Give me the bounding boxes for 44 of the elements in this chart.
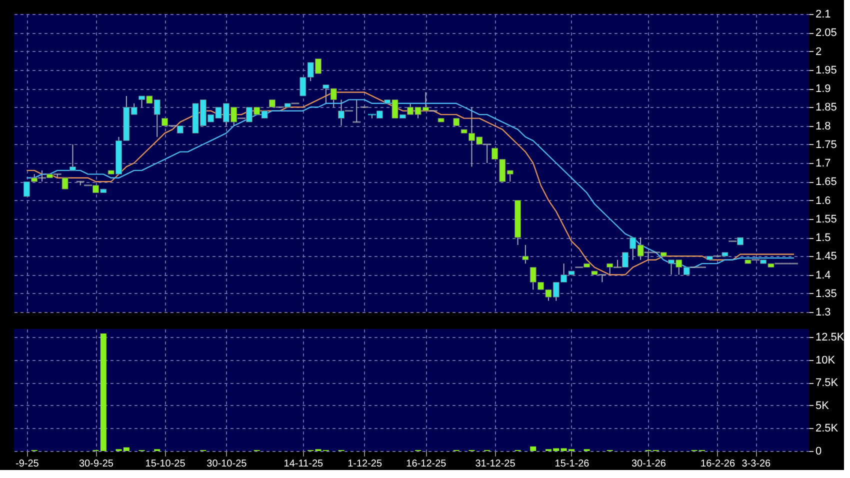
y-tick-label: 1.4	[816, 269, 831, 282]
bar	[100, 334, 106, 451]
y-tick-label: 1.3	[816, 306, 831, 318]
y-tick-label: 1.5	[816, 232, 831, 244]
x-tick-label: 16-12-25	[406, 458, 447, 470]
x-tick-label: 30-9-25	[79, 458, 114, 470]
candlestick	[38, 170, 46, 182]
y-tick-label: 1.8	[816, 120, 831, 132]
y-tick-label: 1.65	[816, 176, 837, 188]
y-tick-label: 2.5K	[816, 422, 839, 435]
y-tick-label: 1.85	[816, 102, 837, 114]
y-tick-label: 1.9	[816, 83, 831, 95]
y-tick-label: 2.05	[816, 27, 837, 40]
x-tick-label: 16-2-26	[700, 458, 736, 470]
candlestick	[622, 252, 628, 268]
candlestick	[69, 144, 76, 171]
x-tick-label: 30-10-25	[206, 458, 248, 470]
y-tick-label: 1.7	[816, 158, 831, 170]
y-tick-label: 1.6	[816, 194, 831, 207]
y-tick-label: 7.5K	[816, 377, 839, 390]
bar	[530, 446, 536, 451]
y-tick-label: 2.1	[816, 8, 831, 20]
y-tick-label: 1.95	[816, 64, 837, 76]
x-tick-label: 1-12-25	[348, 458, 382, 470]
candlestick	[352, 99, 361, 123]
y-tick-label: 12.5K	[816, 332, 845, 344]
x-tick-label: 14-11-25	[284, 458, 324, 470]
x-tick-label: 30-1-26	[631, 458, 666, 470]
y-tick-label: 5K	[816, 400, 830, 412]
x-tick-label: -9-25	[15, 458, 40, 470]
x-tick-label: 15-10-25	[145, 458, 186, 470]
x-tick-label: 15-1-26	[554, 458, 590, 470]
y-tick-label: 1.75	[816, 138, 837, 151]
y-tick-label: 0	[816, 446, 822, 458]
y-tick-label: 1.55	[816, 213, 837, 226]
candlestick	[522, 244, 529, 264]
candlestick	[62, 177, 68, 190]
y-tick-label: 1.45	[816, 250, 837, 263]
y-tick-label: 10K	[816, 354, 836, 366]
y-tick-label: 2	[816, 46, 822, 58]
x-tick-label: 3-3-26	[742, 458, 772, 470]
candlestick	[483, 144, 492, 164]
x-tick-label: 31-12-25	[475, 458, 516, 470]
y-tick-label: 1.35	[816, 288, 837, 300]
